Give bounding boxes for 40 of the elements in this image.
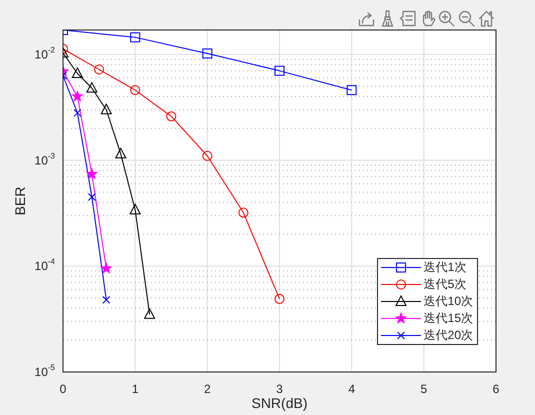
- point: [115, 148, 126, 158]
- point: [130, 204, 141, 214]
- y-tick-label: 10$^{-5}$: [34, 363, 56, 379]
- point: [144, 308, 156, 319]
- x-axis-title: SNR(dB): [251, 395, 308, 411]
- point: [166, 111, 176, 122]
- y-tick-label: 10$^{-3}$: [34, 151, 56, 168]
- y-tick-label: 10$^{-2}$: [34, 45, 56, 62]
- y-tick-label: 10$^{-4}$: [34, 257, 56, 274]
- point: [88, 192, 96, 201]
- x-tick-label: 0: [60, 382, 67, 396]
- point: [72, 68, 83, 78]
- x-tick-label: 6: [492, 382, 500, 396]
- x-tick-label: 2: [204, 382, 211, 396]
- point: [86, 82, 98, 93]
- legend-label: 迭代1次: [424, 259, 466, 276]
- legend-label: 迭代15次: [424, 310, 473, 327]
- point: [73, 108, 82, 117]
- point: [202, 48, 212, 58]
- point: [94, 64, 104, 74]
- point: [71, 90, 84, 102]
- point: [130, 32, 140, 42]
- point: [274, 66, 284, 76]
- point: [130, 85, 140, 96]
- legend-label: 迭代5次: [424, 276, 466, 293]
- legend-label: 迭代10次: [424, 293, 473, 310]
- point: [100, 262, 112, 274]
- point: [202, 150, 212, 161]
- x-tick-label: 5: [420, 382, 428, 396]
- x-tick-label: 1: [132, 382, 139, 396]
- point: [102, 296, 110, 304]
- x-tick-label: 3: [276, 382, 284, 396]
- point: [238, 208, 248, 218]
- point: [274, 294, 284, 304]
- y-axis-title: BER: [12, 186, 28, 216]
- point: [346, 85, 357, 96]
- legend-label: 迭代20次: [424, 327, 473, 344]
- point: [100, 104, 112, 114]
- x-tick-label: 4: [348, 382, 356, 396]
- point: [86, 168, 98, 180]
